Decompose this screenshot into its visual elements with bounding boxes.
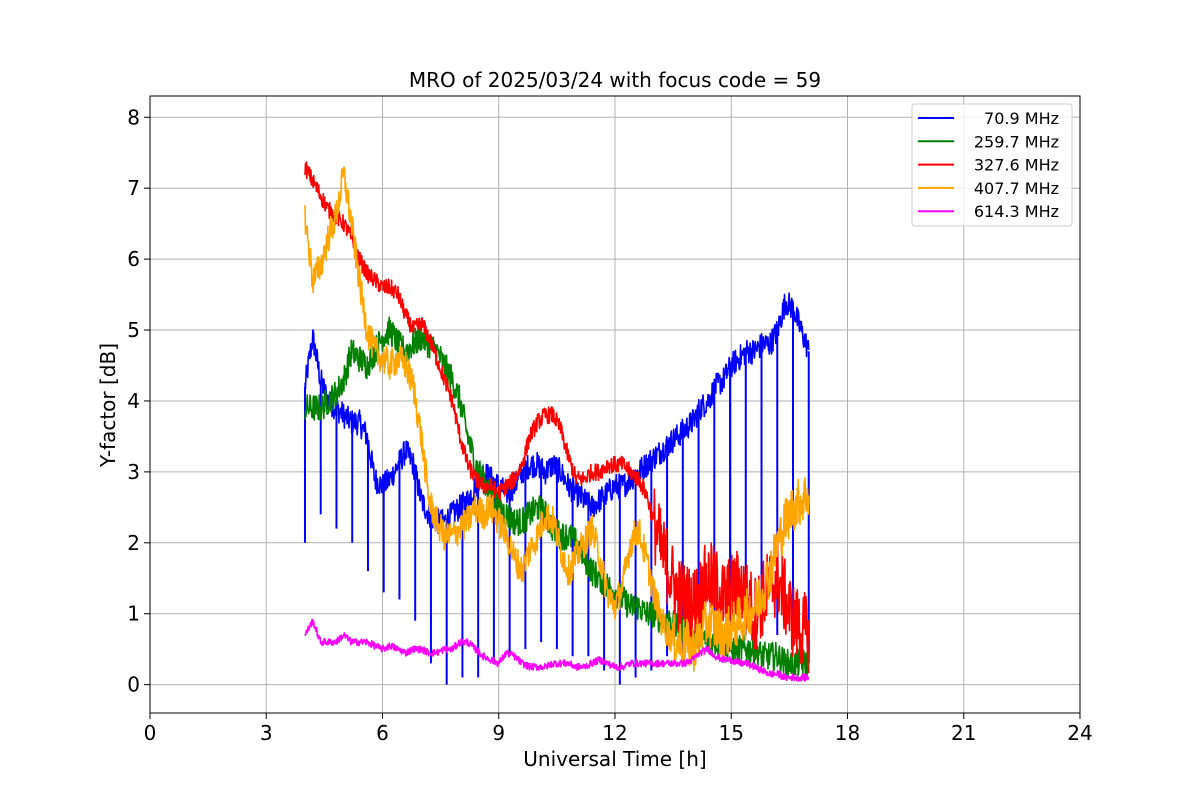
x-tick-label: 21 (951, 721, 976, 745)
x-tick-label: 0 (144, 721, 157, 745)
y-tick-label: 4 (127, 389, 140, 413)
x-tick-label: 3 (260, 721, 273, 745)
series-line (304, 166, 810, 672)
y-tick-label: 3 (127, 460, 140, 484)
y-tick-label: 7 (127, 176, 140, 200)
legend-label: 327.6 MHz (974, 156, 1059, 175)
y-axis-label: Y-factor [dB] (96, 343, 120, 468)
legend-box (911, 103, 1073, 227)
x-axis-label: Universal Time [h] (523, 747, 706, 771)
series-line (304, 161, 810, 674)
y-tick-label: 8 (127, 105, 140, 129)
x-tick-label: 24 (1067, 721, 1092, 745)
series-lines (304, 161, 810, 685)
legend-label: 70.9 MHz (984, 109, 1059, 128)
x-tick-label: 6 (376, 721, 389, 745)
x-tick-label: 9 (492, 721, 505, 745)
legend: 70.9 MHz 259.7 MHz 327.6 MHz 407.7 MHz 614.3… (911, 103, 1073, 227)
x-tick-label: 12 (602, 721, 627, 745)
legend-label: 407.7 MHz (974, 179, 1059, 198)
y-tick-label: 6 (127, 247, 140, 271)
chart-title: MRO of 2025/03/24 with focus code = 59 (409, 68, 821, 92)
y-tick-label: 0 (127, 673, 140, 697)
x-tick-label: 18 (835, 721, 860, 745)
series-line (304, 618, 810, 682)
x-tick-label: 15 (719, 721, 744, 745)
legend-label: 614.3 MHz (974, 202, 1059, 221)
legend-items: 70.9 MHz 259.7 MHz 327.6 MHz 407.7 MHz 614.3… (918, 109, 1059, 221)
y-tick-label: 1 (127, 602, 140, 626)
legend-label: 259.7 MHz (974, 132, 1059, 151)
y-tick-label: 5 (127, 318, 140, 342)
y-tick-label: 2 (127, 531, 140, 555)
series-line (304, 292, 810, 534)
